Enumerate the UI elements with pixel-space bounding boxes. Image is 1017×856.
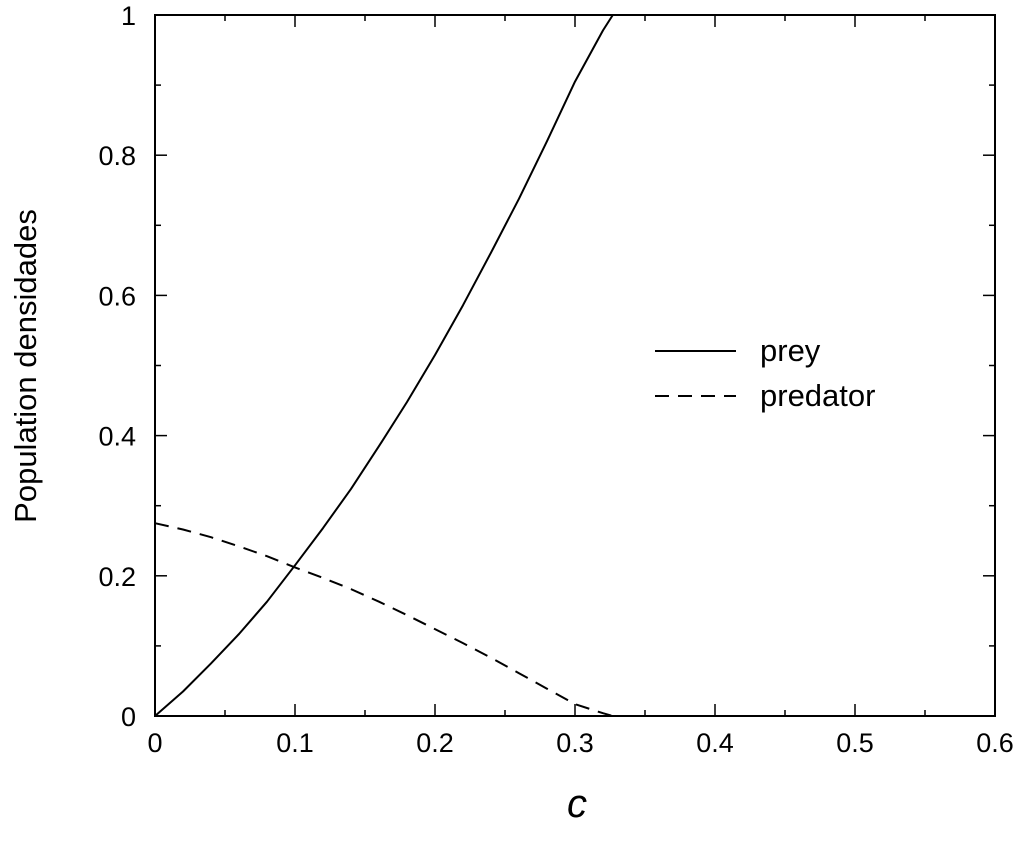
legend-label-prey: prey [760,333,821,368]
y-tick-label: 0.4 [98,422,136,452]
series-line-predator [154,522,995,717]
y-tick-label: 0 [121,702,136,732]
plot-frame [154,14,996,717]
y-axis-label: Population densidades [8,209,43,523]
x-tick-label: 0 [147,728,162,758]
x-tick-label: 0.6 [976,728,1014,758]
y-tick-label: 0.2 [98,562,136,592]
x-tick-label: 0.2 [416,728,454,758]
x-tick-label: 0.4 [696,728,734,758]
y-tick-label: 1 [121,1,136,31]
tick-labels-layer: 0 0.1 0.2 0.3 0.4 0.5 0.6 0 0.2 0.4 0.6 0.8 1 [98,1,1013,758]
x-tick-label: 0.1 [276,728,314,758]
legend-label-predator: predator [760,378,875,413]
legend: prey predator [655,333,875,413]
x-axis-label: c [567,782,587,826]
y-tick-label: 0.8 [98,141,136,171]
x-tick-label: 0.3 [556,728,594,758]
x-tick-label: 0.5 [836,728,874,758]
y-tick-label: 0.6 [98,281,136,311]
